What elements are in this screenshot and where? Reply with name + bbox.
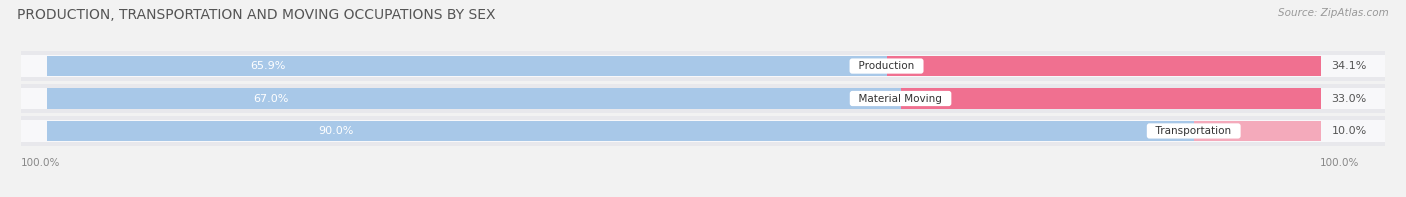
Text: Production: Production: [852, 61, 921, 71]
Text: 34.1%: 34.1%: [1331, 61, 1367, 71]
Text: Source: ZipAtlas.com: Source: ZipAtlas.com: [1278, 8, 1389, 18]
Text: Transportation: Transportation: [1150, 126, 1239, 136]
Text: Material Moving: Material Moving: [852, 94, 949, 103]
Text: 100.0%: 100.0%: [21, 158, 60, 168]
Bar: [21, 84, 1385, 113]
Bar: [1194, 121, 1322, 141]
Bar: [21, 88, 1385, 109]
Bar: [46, 88, 901, 109]
Text: PRODUCTION, TRANSPORTATION AND MOVING OCCUPATIONS BY SEX: PRODUCTION, TRANSPORTATION AND MOVING OC…: [17, 8, 495, 22]
Text: 10.0%: 10.0%: [1331, 126, 1367, 136]
Bar: [887, 56, 1322, 76]
Bar: [21, 55, 1385, 77]
Text: 67.0%: 67.0%: [253, 94, 290, 103]
Bar: [21, 51, 1385, 81]
Text: 100.0%: 100.0%: [1320, 158, 1360, 168]
Bar: [46, 56, 887, 76]
Bar: [901, 88, 1322, 109]
Bar: [46, 121, 1194, 141]
Text: 90.0%: 90.0%: [318, 126, 353, 136]
Bar: [21, 116, 1385, 146]
Text: 33.0%: 33.0%: [1331, 94, 1367, 103]
Bar: [21, 120, 1385, 142]
Text: 65.9%: 65.9%: [250, 61, 285, 71]
